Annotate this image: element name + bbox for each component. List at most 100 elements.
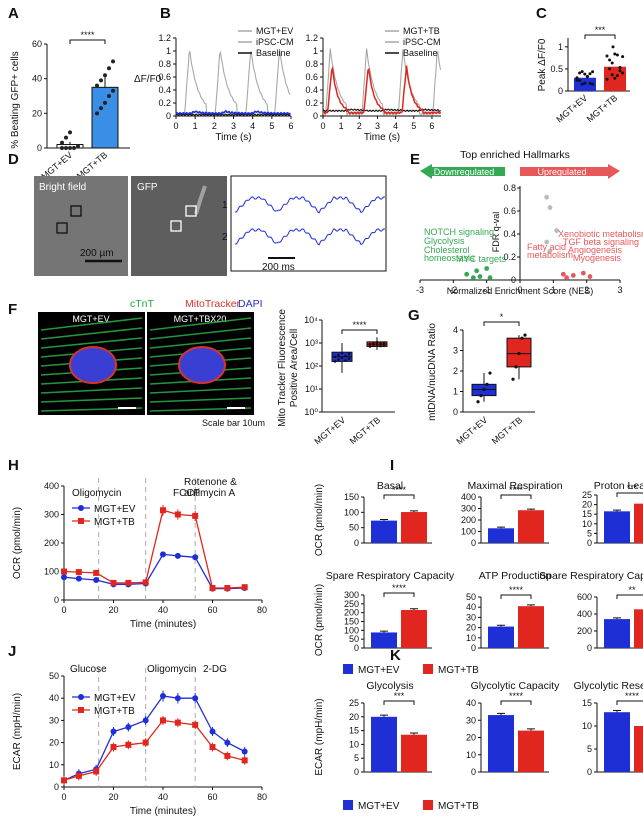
j-point [125, 741, 132, 748]
j-point [241, 757, 248, 764]
i0-ytick-label: 0 [354, 538, 359, 548]
d-calcium-trace [234, 196, 386, 214]
e-up-term: Angiogenesis [568, 245, 623, 255]
f-title-part: MitoTracker [185, 298, 241, 310]
e-down-term: Glycolysis [424, 236, 465, 246]
c-point [621, 55, 625, 59]
e-up-term: Xenobiotic metabolism [558, 229, 643, 239]
i-subplot-title: Maximal Respiration [467, 480, 562, 492]
panel-letter-K: K [390, 647, 401, 664]
c-category-label: MGT+EV [554, 93, 589, 125]
k2-ytick-label: 15 [582, 698, 592, 708]
b1-ytick-label: 0.2 [158, 98, 171, 108]
h-xtick-label: 60 [207, 605, 217, 615]
d-gfp-label: GFP [137, 182, 158, 193]
a-point [111, 59, 115, 64]
h-xtick-label: 0 [61, 605, 66, 615]
b2-ipsc-line [322, 48, 442, 116]
c-significance-bracket [584, 34, 616, 39]
panel-letter-F: F [8, 301, 17, 318]
c-point [580, 70, 584, 74]
c-ytick-label: 0 [558, 86, 563, 96]
i-bar [634, 503, 643, 543]
k-significance-bracket [616, 700, 643, 705]
a-point [68, 130, 72, 135]
g-ytick-label: 0 [453, 407, 458, 417]
b2-xtick-label: 6 [429, 121, 434, 131]
e-up-term: Fatty acid [527, 242, 566, 252]
f-category-label: MGT+EV [312, 415, 347, 447]
i-significance: **** [392, 485, 407, 495]
i3-ytick-label: 0 [354, 643, 359, 653]
c-ytick-label: 1 [558, 42, 563, 52]
a-point [107, 94, 111, 98]
e-point [580, 270, 586, 276]
k-significance: *** [394, 691, 405, 701]
c-point [580, 82, 584, 86]
i-significance: **** [392, 583, 407, 593]
k-errorbar [380, 714, 388, 717]
k0-ytick-label: 10 [349, 739, 359, 749]
h-point [192, 554, 199, 561]
d-gfp-cell [194, 185, 207, 215]
j-xtick-label: 40 [158, 792, 168, 802]
i-errorbar [613, 617, 621, 620]
e-ytick-label: 0.6 [503, 206, 516, 216]
c-point [591, 82, 595, 86]
h-point [93, 577, 100, 584]
c-point [585, 75, 589, 79]
i-bar [634, 609, 643, 648]
i-significance-bracket [616, 594, 643, 599]
g-point [511, 377, 515, 381]
e-down-label: Downregulated [434, 167, 495, 177]
e-xtick-label: 3 [617, 285, 622, 295]
panel-letter-I: I [390, 457, 394, 474]
i4-ytick-label: 20 [466, 623, 476, 633]
j-point [209, 744, 216, 751]
f-significance: **** [352, 320, 367, 330]
g-ytick-label: 4 [453, 325, 458, 335]
j-legend-label: MGT+TB [94, 706, 135, 717]
f-image-label: MGT+EV [72, 314, 109, 324]
e-down-term: Cholesterol [424, 245, 470, 255]
k-ylabel: ECAR (mpH/min) [314, 698, 325, 775]
k-bar [401, 734, 427, 772]
b2-tb-line [322, 65, 442, 115]
f-fiber [40, 337, 143, 349]
f-ytick-label: 10² [305, 361, 318, 371]
f-fiber [149, 327, 252, 340]
b2-xlabel: Time (s) [364, 132, 400, 143]
f-ytick-label: 10⁴ [304, 315, 318, 325]
j-point [110, 728, 117, 735]
f-point [379, 342, 382, 345]
a-point [111, 88, 115, 93]
h-ytick-label: 0 [54, 595, 59, 605]
e-point [547, 205, 553, 210]
g-ytick-label: 2 [453, 366, 458, 376]
e-point [544, 239, 550, 245]
f-point [375, 341, 379, 344]
a-ytick-label: 20 [32, 108, 42, 118]
i-bar [401, 610, 427, 648]
i0-ytick-label: 150 [344, 492, 359, 502]
f-fiber [149, 387, 252, 394]
j-ytick-label: 10 [49, 760, 59, 770]
h-legend-label: MGT+TB [94, 517, 135, 528]
c-point [578, 79, 582, 83]
k-errorbar [410, 732, 418, 735]
e-point [544, 194, 550, 200]
b1-ev-line [175, 109, 291, 116]
i-subplot-title: Proton Leak [594, 480, 643, 492]
b1-ytick-label: 0 [166, 111, 171, 121]
i0-ytick-label: 50 [349, 523, 359, 533]
i2-ytick-label: 5 [587, 528, 592, 538]
i-significance-bracket [616, 492, 643, 497]
i1-ytick-label: 400 [461, 492, 476, 502]
i2-ytick-label: 10 [582, 519, 592, 529]
i2-ytick-label: 25 [582, 490, 592, 500]
d-roi-box [170, 220, 182, 232]
k-subplot-title: Glycolytic Reserve [574, 680, 643, 692]
j-point [174, 695, 181, 702]
f-point [347, 357, 351, 360]
i-significance: **** [509, 585, 524, 595]
